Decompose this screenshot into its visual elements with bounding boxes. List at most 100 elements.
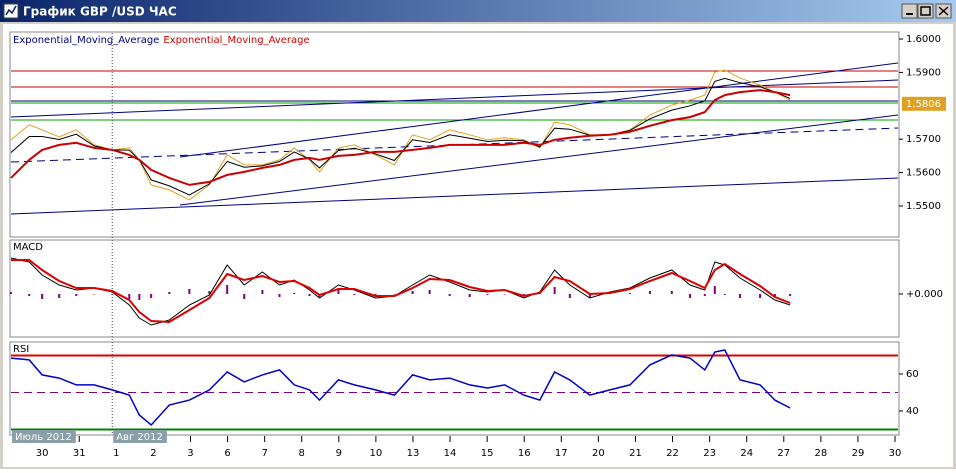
histogram-bar bbox=[278, 294, 281, 297]
y-tick-label: +0.000 bbox=[906, 289, 943, 300]
histogram-bar bbox=[41, 294, 44, 299]
histogram-bar bbox=[188, 289, 191, 294]
histogram-bar bbox=[261, 290, 264, 294]
histogram-bar bbox=[553, 287, 556, 294]
histogram-bar bbox=[243, 294, 246, 299]
x-tick-label: 10 bbox=[370, 448, 383, 459]
x-tick-label: 7 bbox=[261, 448, 267, 459]
rsi-panel bbox=[9, 341, 900, 436]
y-tick-label: 1.5500 bbox=[906, 201, 941, 212]
histogram-bar bbox=[503, 294, 506, 295]
histogram-bar bbox=[58, 294, 61, 298]
series-line bbox=[10, 77, 791, 196]
price-panel bbox=[9, 31, 900, 238]
x-tick-label: 30 bbox=[889, 448, 902, 459]
histogram-bar bbox=[713, 286, 716, 294]
histogram-bar bbox=[393, 294, 396, 295]
x-tick-label: 8 bbox=[299, 448, 305, 459]
x-tick-label: 20 bbox=[592, 448, 605, 459]
x-tick-label: 2 bbox=[150, 448, 156, 459]
histogram-bar bbox=[226, 285, 229, 294]
series-line bbox=[10, 89, 791, 186]
histogram-bar bbox=[588, 294, 591, 298]
histogram-bar bbox=[10, 292, 12, 294]
current-price-box bbox=[902, 96, 946, 111]
legend-entry: Exponential_Moving_Average bbox=[13, 35, 159, 46]
histogram-bar bbox=[411, 291, 414, 294]
close-glyph bbox=[938, 6, 949, 16]
x-tick-label: 21 bbox=[629, 448, 642, 459]
histogram-bar bbox=[568, 294, 571, 298]
histogram-bar bbox=[739, 294, 742, 298]
legend-entry: Exponential_Moving_Average bbox=[163, 35, 309, 46]
panel-title: RSI bbox=[13, 344, 29, 355]
current-price-label: 1.5806 bbox=[906, 99, 941, 110]
series-line bbox=[11, 259, 791, 324]
histogram-bar bbox=[28, 294, 31, 296]
x-tick-label: 1 bbox=[113, 448, 119, 459]
x-tick-label: 9 bbox=[336, 448, 342, 459]
histogram-bar bbox=[648, 291, 651, 294]
histogram-bar bbox=[468, 294, 471, 297]
histogram-bar bbox=[308, 294, 311, 296]
histogram-bar bbox=[293, 293, 296, 294]
histogram-bar bbox=[168, 292, 171, 294]
histogram-bar bbox=[138, 294, 141, 300]
histogram-bar bbox=[93, 294, 96, 295]
x-tick-label: 31 bbox=[73, 448, 86, 459]
trend-line bbox=[10, 177, 899, 215]
trend-line bbox=[179, 114, 899, 206]
x-tick-label: 15 bbox=[481, 448, 494, 459]
histogram-bar bbox=[670, 291, 673, 294]
histogram-bar bbox=[628, 293, 631, 294]
panel-title: MACD bbox=[13, 242, 43, 253]
histogram-bar bbox=[688, 294, 691, 298]
histogram-bar bbox=[428, 290, 431, 294]
histogram-bar bbox=[353, 294, 356, 295]
x-tick-label: 17 bbox=[555, 448, 568, 459]
x-tick-label: 23 bbox=[703, 448, 716, 459]
y-tick-label: 40 bbox=[906, 406, 919, 417]
histogram-bar bbox=[759, 294, 762, 298]
month-label: Авг 2012 bbox=[116, 432, 163, 443]
x-tick-label: 27 bbox=[777, 448, 790, 459]
x-tick-label: 3 bbox=[187, 448, 193, 459]
histogram-bar bbox=[723, 294, 726, 295]
minimize-button[interactable] bbox=[901, 3, 918, 19]
series-line bbox=[10, 69, 791, 201]
histogram-bar bbox=[703, 294, 706, 296]
y-tick-label: 1.5600 bbox=[906, 168, 941, 179]
x-tick-label: 28 bbox=[815, 448, 828, 459]
month-label-box bbox=[113, 430, 167, 443]
trend-line bbox=[179, 62, 899, 158]
macd-panel bbox=[9, 239, 900, 338]
histogram-bar bbox=[150, 294, 153, 298]
histogram-bar bbox=[486, 294, 489, 295]
y-tick-label: 1.6000 bbox=[906, 34, 941, 45]
window-buttons[interactable] bbox=[901, 3, 952, 19]
x-tick-label: 29 bbox=[852, 448, 865, 459]
x-tick-label: 13 bbox=[407, 448, 420, 459]
x-tick-label: 6 bbox=[224, 448, 230, 459]
month-label-box bbox=[12, 430, 76, 443]
x-tick-label: 14 bbox=[444, 448, 457, 459]
y-tick-label: 1.5900 bbox=[906, 67, 941, 78]
chart-area bbox=[3, 24, 953, 467]
month-label: Июль 2012 bbox=[15, 432, 72, 443]
histogram-bar bbox=[208, 291, 211, 294]
histogram-bar bbox=[337, 290, 340, 294]
maximize-glyph bbox=[920, 6, 931, 16]
histogram-bar bbox=[448, 294, 451, 296]
x-tick-label: 30 bbox=[36, 448, 49, 459]
x-tick-label: 24 bbox=[740, 448, 753, 459]
trend-line bbox=[10, 79, 899, 118]
histogram-bar bbox=[128, 294, 131, 299]
histogram-bar bbox=[75, 294, 78, 296]
x-tick-label: 22 bbox=[666, 448, 679, 459]
x-tick-label: 16 bbox=[518, 448, 531, 459]
window-icon-glyph bbox=[5, 5, 17, 16]
y-tick-label: 60 bbox=[906, 369, 919, 380]
y-tick-label: 1.5700 bbox=[906, 134, 941, 145]
title-bar bbox=[0, 0, 956, 22]
